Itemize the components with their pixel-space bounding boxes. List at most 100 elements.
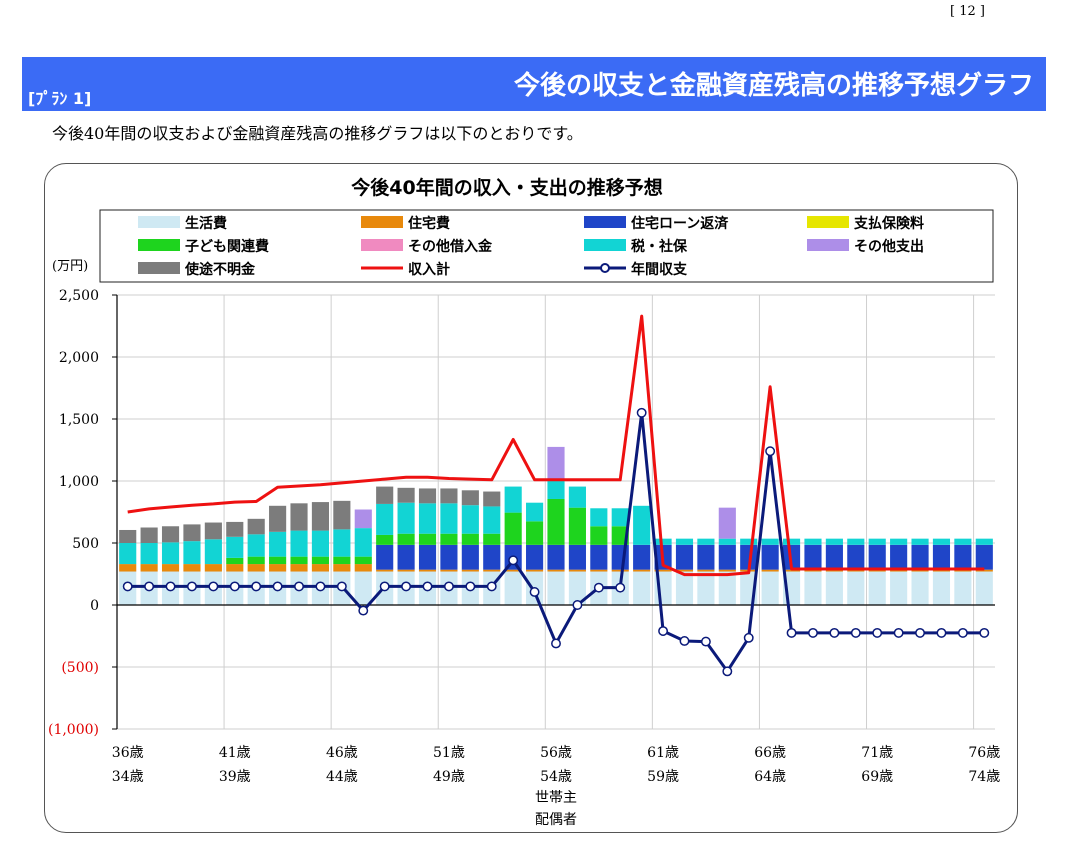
bar-2-30 bbox=[761, 544, 779, 570]
plan-label: [ﾌﾟﾗﾝ 1] bbox=[28, 89, 92, 108]
bar-2-39 bbox=[954, 544, 972, 570]
x-tick-label-bottom-5: 59歳 bbox=[647, 769, 679, 785]
series-point-1-10 bbox=[336, 581, 347, 592]
bar-2-19 bbox=[526, 544, 544, 570]
bar-6-30 bbox=[761, 538, 779, 545]
series-point-1-35 bbox=[872, 627, 883, 638]
series-point-1-1 bbox=[144, 581, 155, 592]
bar-2-21 bbox=[568, 544, 586, 570]
legend-label-line-0: 収入計 bbox=[408, 261, 450, 278]
bar-2-29 bbox=[740, 544, 758, 570]
bar-0-28 bbox=[718, 571, 736, 605]
y-axis-unit-label: (万円) bbox=[52, 259, 88, 274]
bar-1-7 bbox=[269, 564, 287, 572]
bar-2-32 bbox=[804, 544, 822, 570]
y-tick-label-0: 2,500 bbox=[59, 288, 99, 304]
bar-1-27 bbox=[697, 569, 715, 572]
bar-1-37 bbox=[911, 569, 929, 572]
x-tick-label-top-1: 41歳 bbox=[219, 745, 251, 761]
series-point-1-6 bbox=[251, 581, 262, 592]
series-point-1-7 bbox=[272, 581, 283, 592]
bar-0-35 bbox=[868, 571, 886, 605]
bar-6-28 bbox=[718, 538, 736, 545]
bar-0-36 bbox=[890, 571, 908, 605]
bar-6-37 bbox=[911, 538, 929, 545]
legend-swatch-stack-2 bbox=[584, 216, 626, 228]
series-point-1-5 bbox=[229, 581, 240, 592]
bar-2-28 bbox=[718, 544, 736, 570]
bar-6-16 bbox=[461, 505, 479, 534]
legend-swatch-stack-5 bbox=[361, 239, 403, 251]
bar-0-38 bbox=[932, 571, 951, 605]
bar-0-20 bbox=[547, 571, 565, 605]
x-tick-label-top-6: 66歳 bbox=[754, 745, 786, 761]
series-point-1-26 bbox=[679, 636, 690, 646]
series-point-1-4 bbox=[208, 581, 219, 592]
bar-8-6 bbox=[247, 518, 265, 535]
series-point-1-19 bbox=[529, 587, 540, 597]
legend-label-line-1: 年間収支 bbox=[631, 261, 688, 278]
bar-0-18 bbox=[504, 571, 522, 605]
bar-1-30 bbox=[761, 569, 779, 572]
bar-7-11 bbox=[354, 509, 372, 529]
x-tick-label-bottom-1: 39歳 bbox=[219, 769, 251, 785]
bar-2-33 bbox=[825, 544, 843, 570]
x-tick-label-top-7: 71歳 bbox=[861, 745, 893, 761]
y-tick-label-7: (1,000) bbox=[48, 722, 99, 738]
x-tick-label-top-3: 51歳 bbox=[433, 745, 465, 761]
bar-4-8 bbox=[290, 556, 308, 565]
legend-swatch-stack-3 bbox=[807, 216, 849, 228]
bar-8-1 bbox=[140, 527, 158, 543]
series-point-1-21 bbox=[572, 600, 583, 610]
series-point-1-40 bbox=[979, 627, 990, 638]
bar-2-20 bbox=[547, 544, 565, 570]
bar-1-5 bbox=[226, 564, 244, 572]
bar-2-22 bbox=[590, 544, 608, 570]
bar-4-20 bbox=[547, 498, 565, 545]
bar-4-16 bbox=[461, 533, 479, 545]
bar-0-11 bbox=[354, 571, 372, 605]
bar-0-26 bbox=[675, 571, 694, 605]
bar-2-15 bbox=[440, 544, 458, 570]
bar-6-17 bbox=[483, 506, 501, 534]
bar-6-40 bbox=[975, 538, 993, 545]
legend-label-stack-1: 住宅費 bbox=[408, 215, 450, 232]
bar-1-2 bbox=[161, 564, 180, 572]
bar-1-19 bbox=[526, 569, 544, 572]
y-tick-label-3: 1,000 bbox=[59, 474, 99, 490]
y-tick-label-6: (500) bbox=[61, 660, 99, 676]
series-point-1-25 bbox=[658, 626, 669, 636]
bar-0-37 bbox=[911, 571, 929, 605]
bar-6-7 bbox=[269, 531, 287, 557]
bar-8-13 bbox=[397, 487, 415, 503]
bar-6-23 bbox=[611, 508, 629, 527]
series-point-1-22 bbox=[593, 582, 604, 593]
bar-4-15 bbox=[440, 533, 458, 545]
bar-1-20 bbox=[547, 569, 565, 572]
bar-6-18 bbox=[504, 486, 522, 513]
bar-8-15 bbox=[440, 488, 458, 504]
series-point-1-8 bbox=[294, 581, 304, 592]
bar-0-32 bbox=[804, 571, 822, 605]
legend-swatch-stack-8 bbox=[138, 262, 180, 274]
title-banner: [ﾌﾟﾗﾝ 1] 今後の収支と金融資産残高の推移予想グラフ bbox=[22, 57, 1046, 111]
bar-8-0 bbox=[119, 529, 137, 543]
bar-1-11 bbox=[354, 564, 372, 572]
x-tick-label-bottom-0: 34歳 bbox=[112, 769, 144, 785]
bar-6-36 bbox=[890, 538, 908, 545]
bar-6-10 bbox=[333, 529, 351, 557]
bar-4-10 bbox=[333, 556, 351, 565]
series-point-1-38 bbox=[936, 627, 947, 638]
bar-4-18 bbox=[504, 512, 522, 545]
bar-6-24 bbox=[633, 505, 651, 545]
bar-8-7 bbox=[269, 505, 287, 532]
bar-8-2 bbox=[161, 526, 180, 543]
bar-1-21 bbox=[568, 569, 586, 572]
bar-1-40 bbox=[975, 569, 993, 572]
bar-6-0 bbox=[119, 543, 137, 565]
bar-4-7 bbox=[269, 556, 287, 565]
bar-8-5 bbox=[226, 521, 244, 537]
bar-1-14 bbox=[418, 569, 437, 572]
bar-1-25 bbox=[654, 569, 672, 572]
